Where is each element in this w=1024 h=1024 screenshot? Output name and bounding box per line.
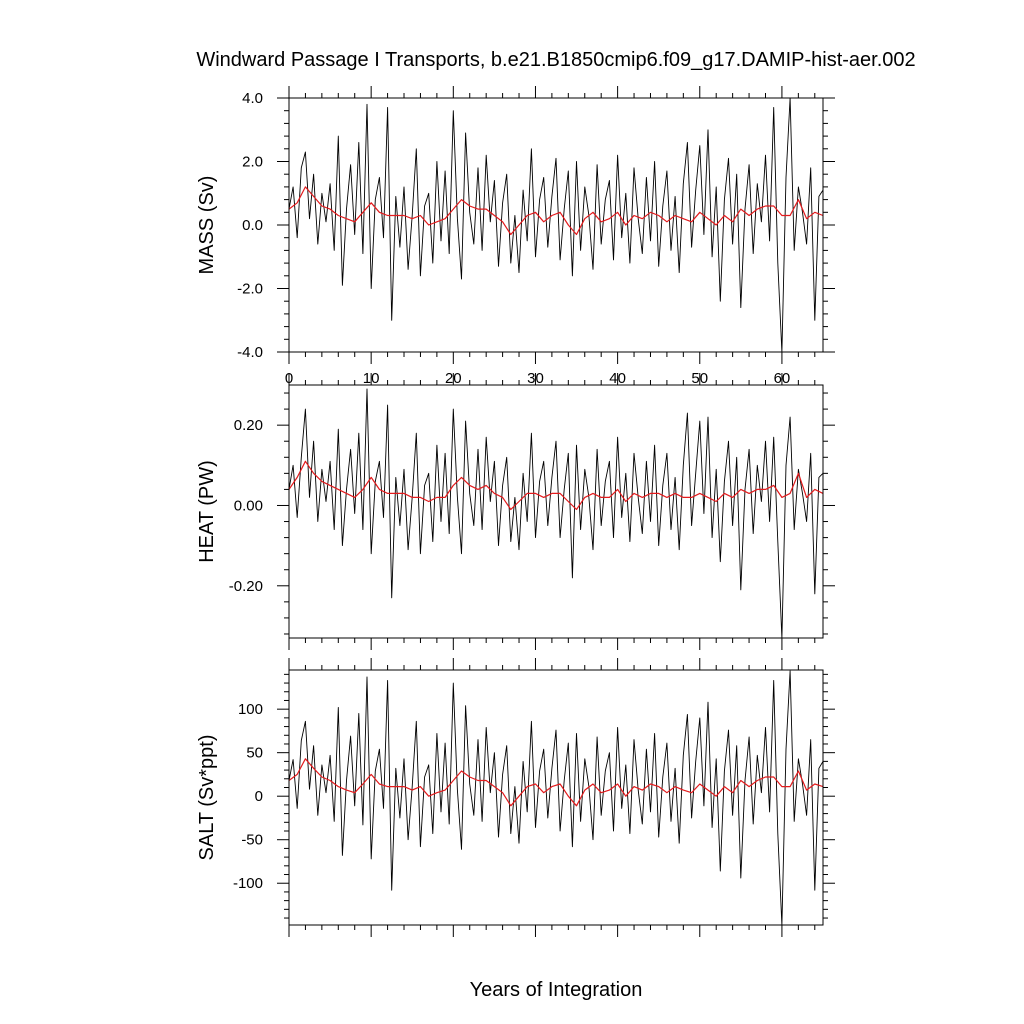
salt-y-axis-title: SALT (Sv*ppt): [196, 735, 218, 861]
heat-y-tick-label: -0.20: [229, 578, 263, 595]
heat-monthly-line: [288, 388, 824, 639]
salt-frame: [288, 669, 824, 926]
salt-y-tick-label: 0: [255, 788, 263, 805]
mass-y-tick-label: 4.0: [242, 90, 263, 107]
heat-frame: [288, 384, 824, 639]
mass-y-tick-label: -2.0: [237, 281, 263, 298]
salt-y-tick-label: -100: [233, 875, 263, 892]
mass-y-tick-label: 2.0: [242, 154, 263, 171]
salt-y-tick-label: -50: [241, 832, 263, 849]
mass-y-axis-title: MASS (Sv): [196, 176, 218, 275]
mass-y-tick-label: -4.0: [237, 344, 263, 361]
heat-panel: -0.20 0.00 0.20 HEAT (PW): [196, 373, 835, 650]
heat-y-tick-label: 0.00: [234, 497, 263, 514]
chart-title: Windward Passage I Transports, b.e21.B18…: [196, 49, 915, 71]
salt-y-tick-label: 100: [238, 701, 263, 718]
salt-smoothed-line: [288, 758, 824, 807]
heat-smoothed-line: [288, 460, 824, 511]
salt-panel: -100 -50 0 50 100 SALT (Sv*ppt): [196, 658, 835, 937]
x-axis-title: Years of Integration: [470, 979, 643, 1001]
mass-monthly-line: [288, 97, 824, 353]
heat-y-tick-label: 0.20: [234, 417, 263, 434]
salt-y-tick-label: 50: [246, 745, 263, 762]
salt-monthly-line: [288, 670, 824, 926]
heat-y-axis-title: HEAT (PW): [196, 460, 218, 563]
mass-frame: [288, 97, 824, 353]
mass-smoothed-line: [288, 186, 824, 236]
mass-y-tick-label: 0.0: [242, 217, 263, 234]
